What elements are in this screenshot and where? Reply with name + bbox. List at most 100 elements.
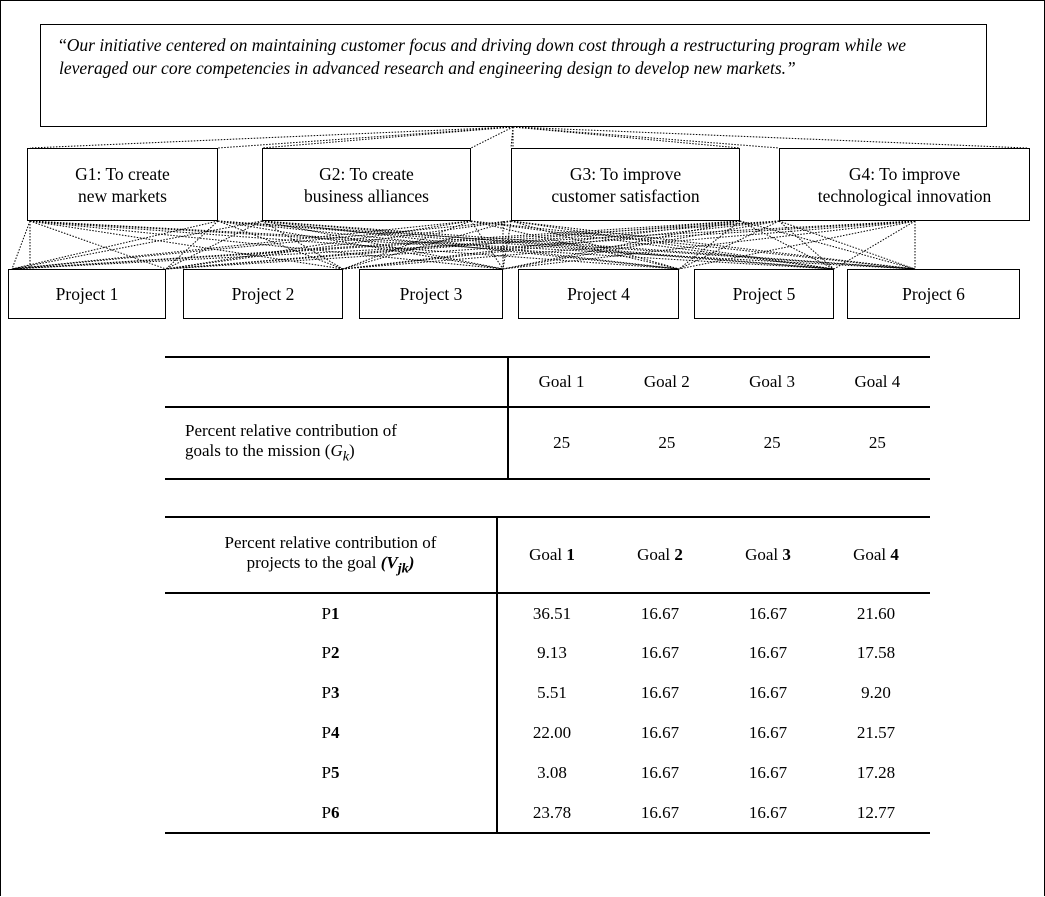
project-box-3: Project 3 [359,269,503,319]
mission-goal-connector [512,126,741,149]
goal-project-connector [470,220,835,270]
column-label: Percent relative contribution of project… [165,517,498,594]
goal-project-connector [342,220,780,270]
table-cell: 25 [763,433,781,452]
goal-project-connector [261,220,344,270]
mission-statement: “Our initiative centered on maintaining … [40,24,987,127]
table-header-row: Goal 1 Goal 2 Goal 3 Goal 4 [165,357,930,408]
goal-box-2: G2: To create business alliances [262,148,471,221]
row-label: P3 [165,673,498,713]
goal-project-connector [11,220,512,270]
goal-header: Goal 1 [497,517,606,594]
table-cell: 12.77 [856,802,896,822]
goal-project-connector [261,220,835,270]
goal-project-connector [217,220,835,270]
goal-project-connector [11,220,263,270]
table-cell: 16.67 [640,683,680,702]
row-label: P5 [165,753,498,793]
table-cell: 16.67 [640,643,680,662]
goal-project-connector [165,220,219,270]
table-cell: 21.60 [856,603,896,623]
goal-project-connector [470,220,916,270]
table-cell: 5.51 [537,683,567,702]
table-cell: 25 [868,433,886,452]
goal-project-connector [29,220,167,270]
table-row: Percent relative contribution of goals t… [165,407,930,479]
goal-project-connector [739,220,835,270]
goal-project-connector [261,220,916,270]
table-row: P1 36.51 16.67 16.67 21.60 [165,593,930,633]
goal-header: Goal 4 [822,517,930,594]
goal-project-connector [261,220,680,270]
mission-text: Our initiative centered on maintaining c… [59,35,907,78]
goal-project-connector [11,220,780,270]
mission-goal-connector [217,126,514,149]
goal-box-3: G3: To improve customer satisfaction [511,148,740,221]
table-cell: 23.78 [532,802,572,822]
table-cell: 17.28 [856,763,896,782]
row-label: P1 [165,593,498,633]
table-cell: 25 [553,433,571,452]
table-cell: 3.08 [537,763,567,782]
table-cell: 16.67 [748,763,788,782]
mission-goal-connector [29,126,514,149]
goal-project-connector [739,220,916,270]
project-box-5: Project 5 [694,269,834,319]
goal-project-connector [833,220,916,270]
mission-goal-connector [470,126,514,149]
table-cell: 21.57 [856,723,896,742]
table-cell: 16.67 [748,683,788,702]
project-box-6: Project 6 [847,269,1020,319]
goal-project-connector [678,220,780,270]
goal-project-connector [11,220,31,270]
goal-project-connector [165,220,916,270]
project-box-4: Project 4 [518,269,679,319]
goal-project-connector [165,220,263,270]
table-cell: 36.51 [532,603,572,623]
goal-project-connector [261,220,504,270]
table-cell: 16.67 [640,763,680,782]
goal-box-1: G1: To create new markets [27,148,218,221]
goal-project-connector [470,220,680,270]
goal-project-connector [778,220,916,270]
table-row: P5 3.08 16.67 16.67 17.28 [165,753,930,793]
table-cell: 16.67 [748,603,788,623]
table-cell: 16.67 [640,723,680,742]
project-box-1: Project 1 [8,269,166,319]
goal-project-connector [678,220,916,270]
goal-header: Goal 1 [507,357,615,408]
goal-project-connector [502,220,741,270]
goal-header: Goal 2 [606,517,714,594]
goal-project-connector [342,220,916,270]
goal-project-connector [165,220,780,270]
table-cell: 25 [658,433,676,452]
table-cell: 16.67 [640,802,680,822]
goal-project-connector [502,220,512,270]
goal-contribution-table: Goal 1 Goal 2 Goal 3 Goal 4 Percent rela… [165,356,930,480]
goal-project-connector [165,220,472,270]
goal-project-connector [342,220,512,270]
goal-project-connector [165,220,741,270]
table-row: P6 23.78 16.67 16.67 12.77 [165,793,930,833]
goal-box-4: G4: To improve technological innovation [779,148,1030,221]
goal-header: Goal 2 [614,357,720,408]
goal-project-connector [217,220,344,270]
table-cell: 16.67 [748,643,788,662]
goal-project-connector [510,220,835,270]
table-cell: 16.67 [748,723,788,742]
goal-header: Goal 3 [714,517,822,594]
table-cell: 22.00 [532,723,572,742]
row-label: Percent relative contribution of goals t… [165,407,509,479]
table-cell: 16.67 [640,603,680,623]
goal-project-connector [29,220,835,270]
table-cell: 17.58 [856,643,896,662]
table-header-row: Percent relative contribution of project… [165,517,930,594]
goal-project-connector [11,220,916,270]
goal-project-connector [11,220,472,270]
table-cell: 9.13 [537,643,567,662]
project-contribution-table: Percent relative contribution of project… [165,516,930,834]
goal-project-connector [470,220,504,270]
goal-project-connector [217,220,916,270]
project-box-2: Project 2 [183,269,343,319]
